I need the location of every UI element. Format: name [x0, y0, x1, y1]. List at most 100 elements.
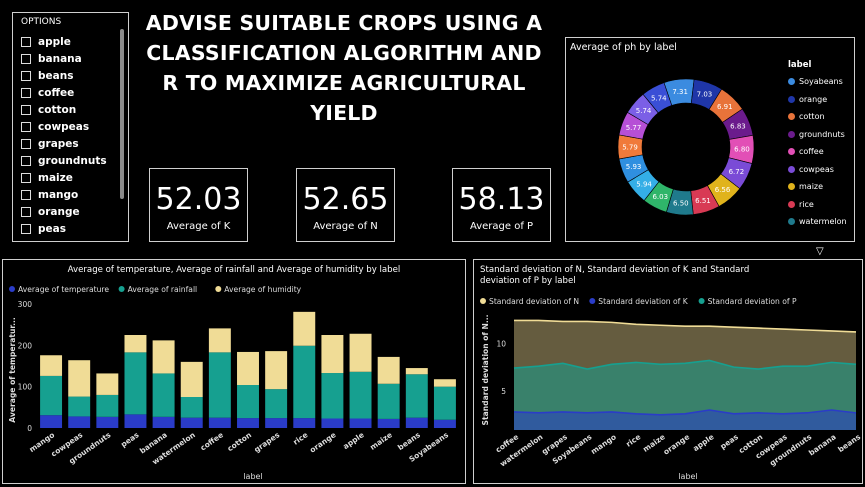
donut-slice[interactable]	[642, 82, 673, 114]
legend-item[interactable]: maize	[788, 178, 847, 196]
checkbox[interactable]	[21, 223, 31, 234]
bar-segment[interactable]	[237, 418, 259, 428]
slicer-item[interactable]: maize	[21, 169, 107, 186]
bar-segment[interactable]	[237, 385, 259, 419]
bar-segment[interactable]	[377, 383, 400, 419]
slicer-item[interactable]: groundnuts	[21, 152, 107, 169]
bar-segment[interactable]	[124, 352, 147, 415]
bar-segment[interactable]	[40, 375, 63, 416]
slicer-item[interactable]: cotton	[21, 101, 107, 118]
slicer-scrollbar[interactable]	[120, 29, 124, 199]
bar-segment[interactable]	[321, 373, 344, 419]
x-tick-label: grapes	[252, 430, 281, 454]
bar-segment[interactable]	[152, 340, 175, 374]
checkbox[interactable]	[21, 87, 31, 98]
slicer-item[interactable]: p	[21, 237, 107, 241]
bar-segment[interactable]	[180, 417, 203, 428]
bar-segment[interactable]	[377, 356, 400, 384]
bar-segment[interactable]	[433, 386, 456, 420]
bar-segment[interactable]	[293, 418, 316, 428]
legend-label: coffee	[799, 147, 824, 157]
donut-slice-label: 5.93	[626, 163, 642, 171]
slicer-item[interactable]: coffee	[21, 84, 107, 101]
bar-segment[interactable]	[96, 373, 119, 395]
checkbox[interactable]	[21, 189, 31, 200]
bar-segment[interactable]	[208, 417, 231, 428]
legend-item[interactable]: rice	[788, 196, 847, 214]
series-line[interactable]	[514, 319, 857, 333]
legend-more-icon[interactable]: ▽	[816, 246, 824, 257]
bar-segment[interactable]	[349, 333, 372, 372]
slicer-item[interactable]: peas	[21, 220, 107, 237]
bar-segment[interactable]	[265, 351, 288, 390]
bar-segment[interactable]	[152, 416, 175, 428]
bar-segment[interactable]	[96, 416, 119, 428]
bar-segment[interactable]	[321, 335, 344, 374]
y-tick-label: 0	[27, 424, 32, 433]
bar-segment[interactable]	[377, 418, 400, 428]
legend-item[interactable]: Soyabeans	[788, 73, 847, 91]
bar-segment[interactable]	[293, 311, 316, 346]
bar-segment[interactable]	[405, 374, 428, 418]
bar-segment[interactable]	[96, 394, 119, 417]
bar-segment[interactable]	[68, 416, 91, 428]
bar-segment[interactable]	[405, 368, 428, 375]
bar-segment[interactable]	[180, 397, 203, 418]
bar-segment[interactable]	[265, 418, 288, 428]
bar-segment[interactable]	[40, 355, 63, 376]
bar-segment[interactable]	[124, 414, 147, 428]
checkbox[interactable]	[21, 53, 31, 64]
bar-segment[interactable]	[180, 361, 203, 397]
series-line[interactable]	[513, 359, 857, 370]
slicer-item[interactable]: cowpeas	[21, 118, 107, 135]
bar-segment[interactable]	[68, 360, 91, 397]
slicer-item[interactable]: orange	[21, 203, 107, 220]
checkbox[interactable]	[21, 70, 31, 81]
slicer-item[interactable]: beans	[21, 67, 107, 84]
legend-item[interactable]: cotton	[788, 108, 847, 126]
slicer-item[interactable]: banana	[21, 50, 107, 67]
slicer-item[interactable]: apple	[21, 33, 107, 50]
bar-segment[interactable]	[152, 373, 175, 417]
slicer-item[interactable]: grapes	[21, 135, 107, 152]
slicer-item-label: cowpeas	[38, 120, 90, 133]
checkbox[interactable]	[21, 155, 31, 166]
bar-segment[interactable]	[433, 419, 456, 428]
bar-segment[interactable]	[208, 352, 231, 418]
bar-segment[interactable]	[265, 389, 288, 419]
bar-segment[interactable]	[293, 345, 316, 419]
slicer-item-label: mango	[38, 188, 79, 201]
bar-segment[interactable]	[405, 417, 428, 428]
bar-segment[interactable]	[349, 418, 372, 428]
bar-segment[interactable]	[321, 418, 344, 428]
checkbox[interactable]	[21, 206, 31, 217]
bar-segment[interactable]	[237, 351, 259, 386]
donut-slice-label: 6.72	[729, 168, 745, 176]
series-line[interactable]	[513, 409, 857, 416]
slicer-item-label: groundnuts	[38, 154, 107, 167]
legend-label: Soyabeans	[799, 77, 843, 87]
bar-segment[interactable]	[40, 415, 63, 428]
checkbox[interactable]	[21, 36, 31, 47]
bar-segment[interactable]	[68, 396, 91, 417]
bar-segment[interactable]	[208, 328, 231, 353]
bar-segment[interactable]	[349, 371, 372, 419]
legend-label: Average of humidity	[224, 285, 301, 294]
checkbox[interactable]	[21, 240, 31, 241]
legend-marker	[788, 165, 795, 173]
checkbox[interactable]	[21, 138, 31, 149]
legend-item[interactable]: coffee	[788, 143, 847, 161]
checkbox[interactable]	[21, 172, 31, 183]
bar-segment[interactable]	[124, 335, 147, 353]
legend-marker	[589, 298, 596, 304]
legend-item[interactable]: cowpeas	[788, 161, 847, 179]
legend-label: cotton	[799, 112, 825, 122]
bar-segment[interactable]	[433, 379, 456, 387]
legend-item[interactable]: groundnuts	[788, 126, 847, 144]
legend-label: Average of temperature	[18, 285, 109, 294]
slicer-item[interactable]: mango	[21, 186, 107, 203]
checkbox[interactable]	[21, 121, 31, 132]
checkbox[interactable]	[21, 104, 31, 115]
legend-item[interactable]: watermelon	[788, 213, 847, 231]
legend-item[interactable]: orange	[788, 91, 847, 109]
